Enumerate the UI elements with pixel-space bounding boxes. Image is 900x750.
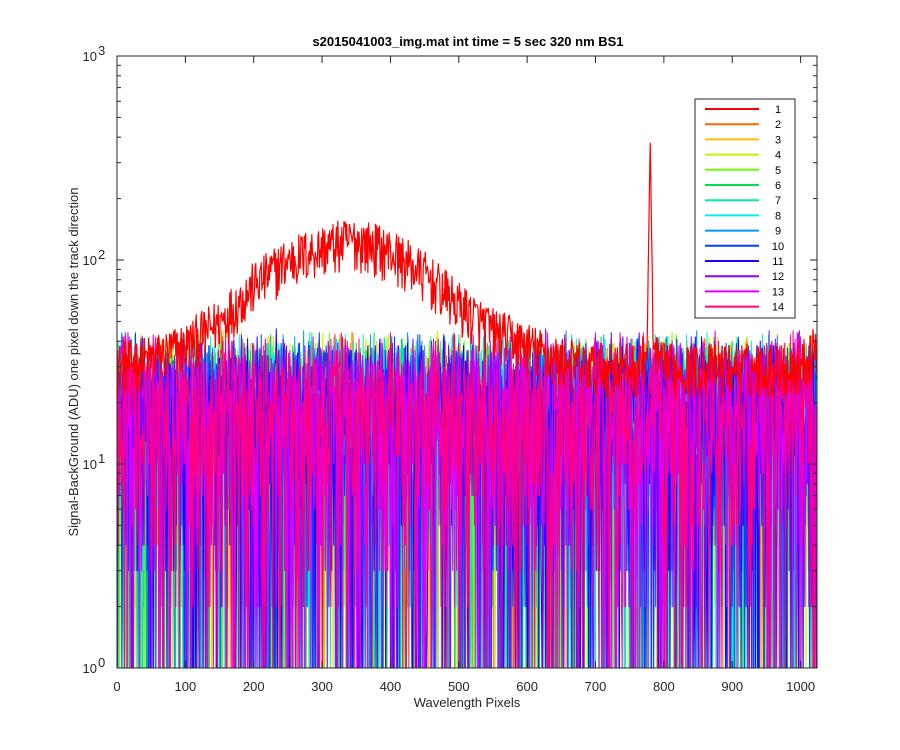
y-tick-label: 10: [83, 457, 97, 472]
y-tick-exponent: 1: [98, 451, 105, 466]
legend-label-13: 13: [772, 286, 784, 298]
x-tick-label: 900: [721, 679, 743, 694]
x-tick-label: 800: [653, 679, 675, 694]
y-tick-exponent: 3: [98, 43, 105, 58]
y-tick-exponent: 2: [98, 247, 105, 262]
chart-title: s2015041003_img.mat int time = 5 sec 320…: [312, 34, 623, 49]
y-tick-label: 10: [83, 661, 97, 676]
legend-label-10: 10: [772, 241, 784, 253]
legend-label-6: 6: [775, 180, 781, 192]
axes-box: [116, 55, 818, 669]
y-tick-label: 10: [83, 253, 97, 268]
legend-label-4: 4: [775, 150, 781, 162]
legend-label-14: 14: [772, 302, 784, 314]
x-tick-label: 700: [585, 679, 607, 694]
x-tick-label: 500: [448, 679, 470, 694]
y-tick-exponent: 0: [98, 655, 105, 670]
x-tick-label: 100: [175, 679, 197, 694]
x-tick-label: 200: [243, 679, 265, 694]
x-tick-label: 400: [380, 679, 402, 694]
legend-label-11: 11: [772, 256, 783, 268]
x-tick-label: 0: [113, 679, 120, 694]
legend-label-8: 8: [775, 210, 781, 222]
series-line-1: [116, 142, 817, 399]
x-axis-label: Wavelength Pixels: [414, 695, 521, 710]
legend-box: [694, 98, 796, 319]
x-tick-label: 300: [311, 679, 333, 694]
legend-label-3: 3: [775, 134, 781, 146]
x-tick-label: 1000: [786, 679, 815, 694]
legend-label-1: 1: [775, 104, 781, 116]
legend-label-2: 2: [775, 119, 781, 131]
x-tick-label: 600: [516, 679, 538, 694]
legend-label-12: 12: [772, 271, 784, 283]
y-axis-label: Signal-BackGround (ADU) one pixel down t…: [66, 187, 81, 536]
legend-label-7: 7: [775, 195, 781, 207]
x-axis: 0 100 200 300 400 500 600 700 800 900 1000: [113, 56, 815, 694]
series-line-14: [116, 328, 817, 669]
legend-label-9: 9: [775, 226, 781, 238]
y-tick-label: 10: [83, 49, 97, 64]
legend-label-5: 5: [775, 165, 781, 177]
